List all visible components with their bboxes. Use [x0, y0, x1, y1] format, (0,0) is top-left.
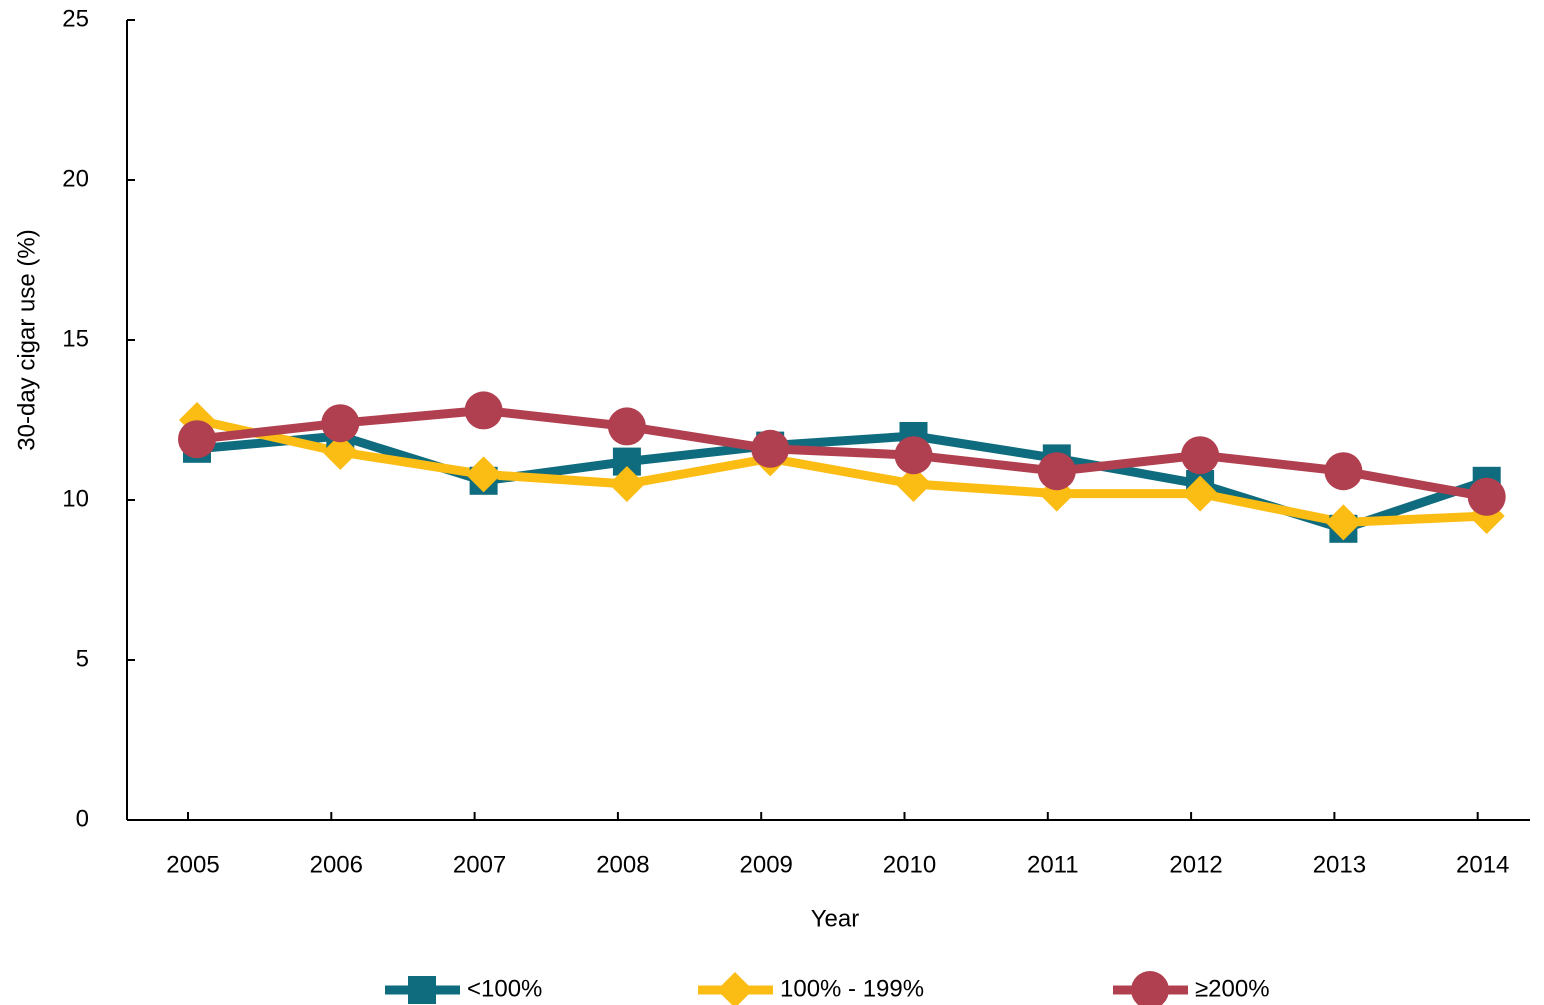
marker — [1131, 971, 1169, 1005]
marker — [1181, 436, 1220, 475]
y-tick-label: 0 — [76, 805, 89, 832]
y-tick-label: 25 — [62, 5, 89, 32]
series-line — [196, 415, 1487, 527]
x-tick-label: 2012 — [1169, 851, 1222, 878]
x-tick-label: 2008 — [596, 851, 649, 878]
x-tick-label: 2013 — [1313, 851, 1366, 878]
marker — [178, 420, 216, 459]
x-tick-label: 2006 — [310, 851, 363, 878]
marker — [895, 466, 932, 502]
legend-label: 100% - 199% — [780, 975, 924, 1002]
x-tick-label: 2005 — [166, 851, 219, 878]
marker — [464, 391, 503, 430]
y-tick-label: 15 — [62, 325, 89, 352]
x-axis-label: Year — [811, 905, 860, 932]
marker — [1324, 452, 1363, 491]
marker — [607, 407, 646, 446]
x-tick-label: 2014 — [1456, 851, 1509, 878]
marker — [717, 972, 753, 1005]
marker — [1467, 477, 1506, 516]
x-tick-label: 2011 — [1027, 851, 1079, 878]
legend-label: <100% — [467, 975, 542, 1002]
legend-label: ≥200% — [1195, 975, 1270, 1002]
marker — [408, 976, 436, 1004]
x-tick-label: 2009 — [740, 851, 793, 878]
x-tick-label: 2007 — [453, 851, 506, 878]
marker — [465, 456, 502, 493]
marker — [1325, 504, 1362, 541]
x-tick-label: 2010 — [883, 851, 936, 878]
y-tick-label: 20 — [62, 165, 89, 192]
y-tick-label: 10 — [62, 485, 89, 512]
y-tick-label: 5 — [76, 645, 89, 672]
marker — [1182, 475, 1219, 512]
series-line — [196, 405, 1488, 502]
marker — [608, 466, 645, 502]
marker — [894, 436, 933, 475]
marker — [321, 404, 360, 443]
marker — [322, 434, 359, 470]
y-axis-label: 30-day cigar use (%) — [13, 229, 40, 450]
marker — [751, 429, 790, 468]
marker — [1037, 452, 1076, 491]
